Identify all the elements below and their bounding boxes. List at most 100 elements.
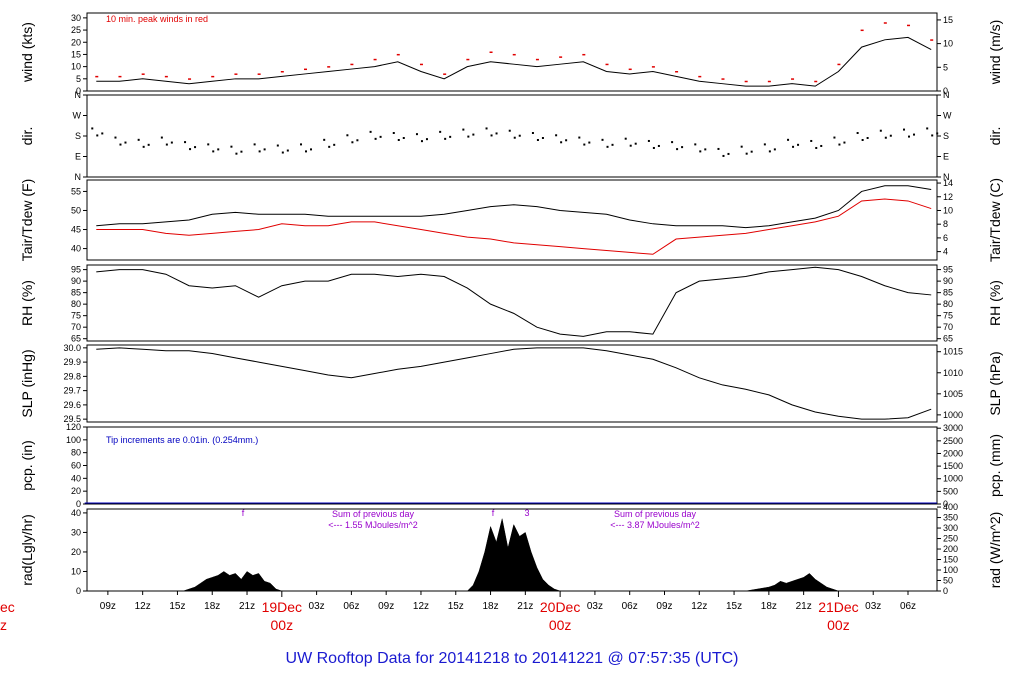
peak-wind-point [628,68,632,71]
direction-point [425,138,428,141]
direction-point [810,139,813,142]
y-tick-label: 70 [71,322,81,332]
rad-sum-line: Sum of previous day [332,509,415,519]
peak-wind-point [744,80,748,83]
direction-point [147,143,150,146]
direction-point [328,145,331,148]
x-tick-label: 18z [204,601,220,612]
rad-marker: f [492,508,495,518]
direction-point [903,128,906,131]
direction-point [114,136,117,139]
peak-wind-point [582,53,586,56]
panel-rad: rad(Lgly/hr) rad (W/m^2) [19,508,1003,592]
direction-point [884,136,887,139]
peak-wind-point [304,68,308,71]
y-tick-label: 80 [71,448,81,458]
direction-point [681,146,684,149]
direction-point [212,150,215,153]
direction-point [240,150,243,153]
y-tick-label: 65 [71,334,81,344]
y-tick-label: 29.8 [63,371,81,381]
direction-point [889,134,892,137]
peak-wind-point [791,78,795,80]
x-tick-label: 03z [865,601,881,612]
direction-point [369,130,372,133]
direction-point [694,143,697,146]
peak-wind-point [419,63,423,66]
y-tick-label: 20 [71,37,81,47]
y-tick-label: S [75,131,81,141]
direction-point [101,132,104,135]
panel-slp: SLP (inHg) SLP (hPa) [19,344,1003,423]
y-tick-label: N [75,172,82,182]
rad-sum-line: <--- 3.87 MJoules/m^2 [610,520,700,530]
direction-point [495,132,498,135]
y-tick-label: 0 [76,586,81,596]
y-tick-label: 30 [71,13,81,23]
direction-point [536,139,539,141]
direction-point [797,143,800,146]
y-tick-label: 20 [71,547,81,557]
direction-point [787,138,790,141]
day-date-label: 20Dec [540,599,580,615]
y-tick-label: 100 [66,435,81,445]
y-axis-label-left: RH (%) [19,280,35,326]
y-tick-label: 30.0 [63,343,81,353]
direction-point [647,139,650,142]
y-tick-label: 1500 [943,461,963,471]
direction-point [333,143,336,146]
direction-point [415,133,418,136]
x-tick-label: 15z [169,601,185,612]
y-tick-label: 90 [71,276,81,286]
rad-area [183,571,282,592]
y-tick-label: 2000 [943,448,963,458]
y-axis-label-right: RH (%) [987,280,1003,326]
direction-point [420,140,423,143]
y-tick-label: 29.9 [63,357,81,367]
y-tick-label: 29.5 [63,414,81,424]
direction-point [555,134,558,137]
direction-point [856,132,859,134]
direction-point [217,148,220,151]
y-tick-label: 250 [943,534,958,544]
direction-point [745,152,748,155]
peak-wind-point [605,63,609,66]
direction-point [652,146,655,149]
direction-point [833,136,836,139]
direction-point [91,127,94,130]
y-tick-label: 29.6 [63,400,81,410]
peak-wind-point [350,63,354,66]
y-tick-label: 4 [943,247,948,257]
x-tick-label: 21z [517,601,533,612]
direction-point [727,152,730,155]
y-axis-label-left: dir. [19,127,35,146]
y-axis-label-left: rad(Lgly/hr) [19,514,35,586]
direction-point [583,143,586,146]
y-tick-label: 95 [71,265,81,275]
y-tick-label: 0 [943,86,948,96]
peak-wind-point [535,58,539,61]
direction-point [323,138,326,141]
direction-point [508,129,511,132]
direction-point [763,143,766,146]
y-tick-label: E [943,152,949,162]
x-tick-label: 18z [761,601,777,612]
panel-temp: Tair/Tdew (F) Tair/Tdew (C) [19,178,1003,262]
direction-point [356,139,359,142]
y-tick-label: 10 [943,205,953,215]
y-tick-label: 10 [71,62,81,72]
direction-point [374,137,377,140]
rad-marker: f [242,508,245,518]
direction-point [541,137,544,139]
y-tick-label: 65 [943,334,953,344]
direction-point [462,128,465,131]
pcp-annotation: Tip increments are 0.01in. (0.254mm.) [106,435,258,445]
x-tick-label: 09z [656,601,672,612]
direction-point [160,136,163,139]
day-time-label: 00z [271,617,294,633]
direction-point [565,139,568,142]
panel-frame [86,264,938,342]
x-tick-label: 06z [343,601,359,612]
x-tick-label: 12z [135,601,151,612]
direction-point [300,143,303,146]
